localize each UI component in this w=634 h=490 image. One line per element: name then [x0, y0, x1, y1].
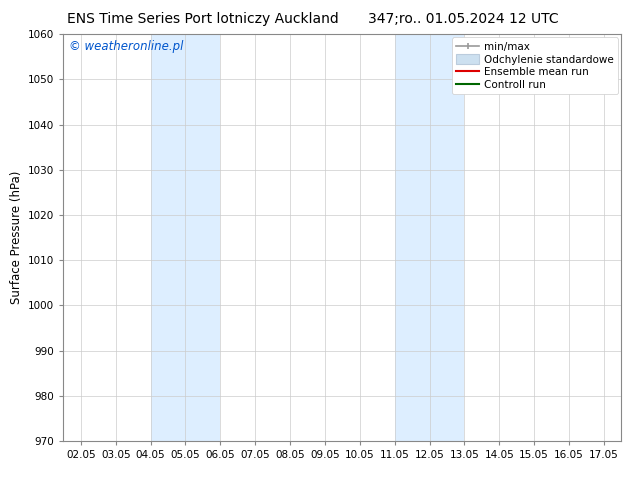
Bar: [394, 34, 464, 441]
Bar: [150, 34, 221, 441]
Y-axis label: Surface Pressure (hPa): Surface Pressure (hPa): [10, 171, 23, 304]
Text: © weatheronline.pl: © weatheronline.pl: [69, 40, 183, 53]
Legend: min/max, Odchylenie standardowe, Ensemble mean run, Controll run: min/max, Odchylenie standardowe, Ensembl…: [452, 37, 618, 95]
Text: 347;ro.. 01.05.2024 12 UTC: 347;ro.. 01.05.2024 12 UTC: [368, 12, 558, 26]
Text: ENS Time Series Port lotniczy Auckland: ENS Time Series Port lotniczy Auckland: [67, 12, 339, 26]
